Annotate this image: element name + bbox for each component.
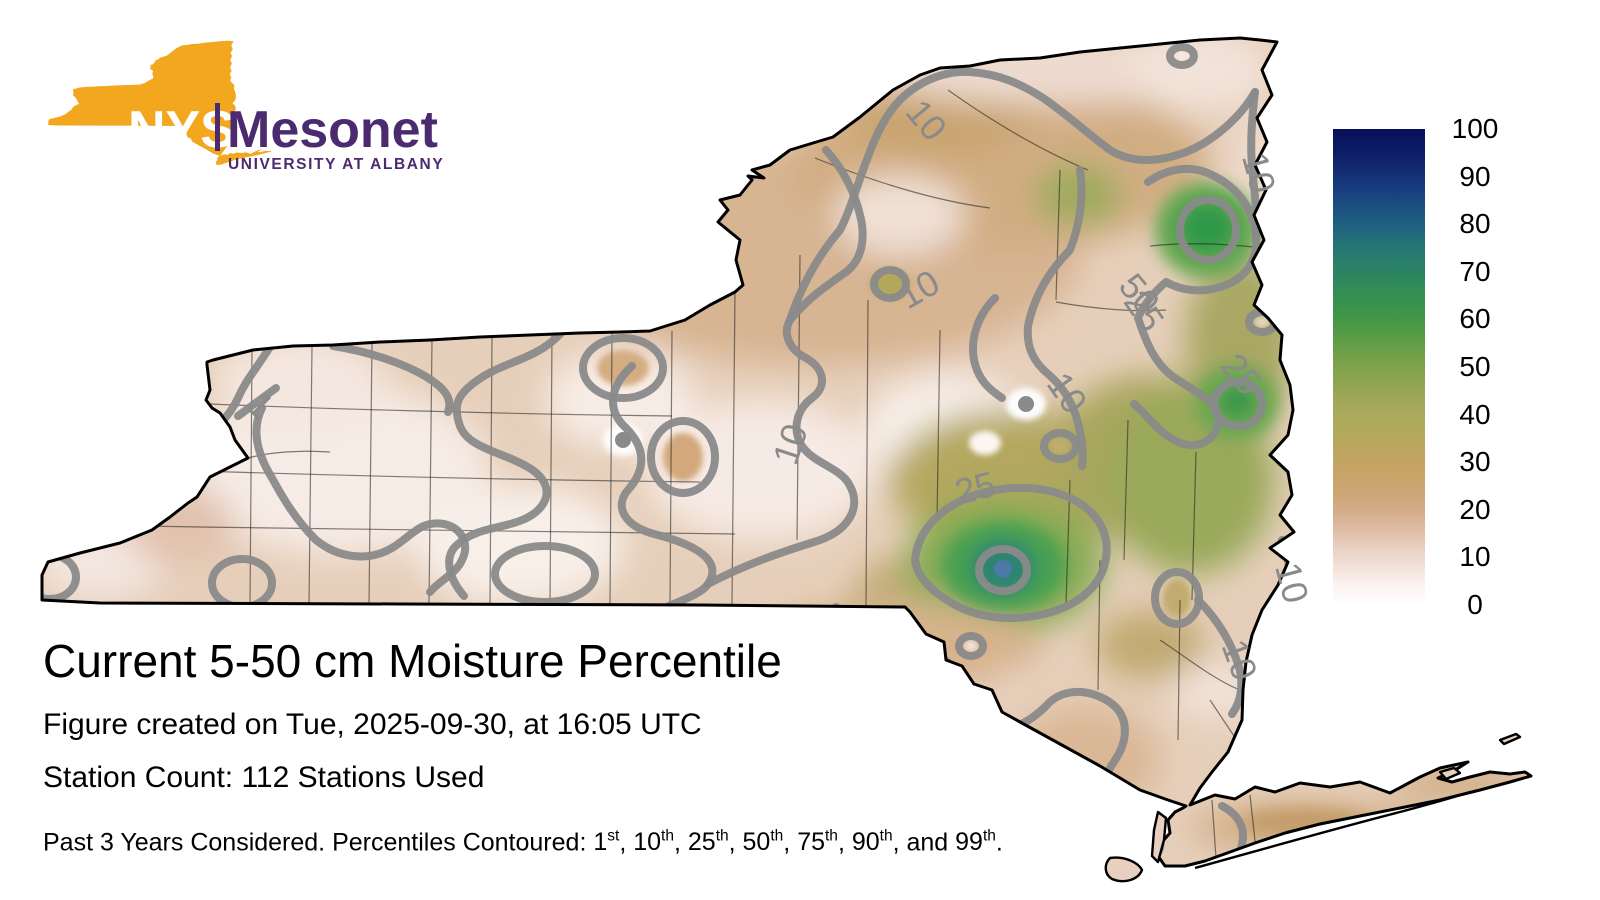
fishers-island <box>1498 732 1522 746</box>
footnote-prefix: Past 3 Years Considered. Percentiles Con… <box>43 828 594 857</box>
colorbar-tick: 70 <box>1459 256 1491 287</box>
colorbar-tick: 60 <box>1459 303 1491 334</box>
nys-mesonet-logo: NYS Mesonet UNIVERSITY AT ALBANY <box>48 40 444 173</box>
figure-created-line: Figure created on Tue, 2025-09-30, at 16… <box>43 708 702 741</box>
logo-divider <box>215 103 220 151</box>
percentile-item: 25th <box>687 828 729 857</box>
station-count-line: Station Count: 112 Stations Used <box>43 761 485 794</box>
colorbar-tick: 90 <box>1459 161 1491 192</box>
logo-wordmark: Mesonet <box>227 101 438 159</box>
colorbar-tick: 40 <box>1459 399 1491 430</box>
colorbar-tick: 20 <box>1459 494 1491 525</box>
manhattan-island <box>1150 810 1168 864</box>
islands <box>1104 732 1522 883</box>
percentile-item: 10th <box>633 828 674 857</box>
percentile-item: 99th <box>955 828 996 857</box>
colorbar-tick: 100 <box>1451 113 1499 144</box>
contour-label: 25 <box>951 463 1000 512</box>
colorbar-tick: 10 <box>1459 541 1491 572</box>
colorbar-tick: 30 <box>1459 446 1491 477</box>
footnote: Past 3 Years Considered. Percentiles Con… <box>43 828 1003 857</box>
station-dots <box>615 396 1034 448</box>
colorbar-tick: 0 <box>1467 589 1483 620</box>
colorbar-gradient <box>1333 129 1425 605</box>
logo-tagline: UNIVERSITY AT ALBANY <box>228 156 444 173</box>
wettest-spot-dot <box>994 560 1012 578</box>
shelter-island <box>1438 766 1462 781</box>
percentile-item: 1st <box>593 828 620 857</box>
percentile-item: 75th <box>797 828 838 857</box>
staten-island <box>1104 856 1144 883</box>
barrier-beach <box>1194 790 1471 870</box>
percentile-item: 50th <box>742 828 784 857</box>
percentile-item: 90th <box>851 828 893 857</box>
figure-title: Current 5-50 cm Moisture Percentile <box>43 635 782 687</box>
colorbar-tick: 50 <box>1459 351 1491 382</box>
colorbar-tick: 80 <box>1459 208 1491 239</box>
